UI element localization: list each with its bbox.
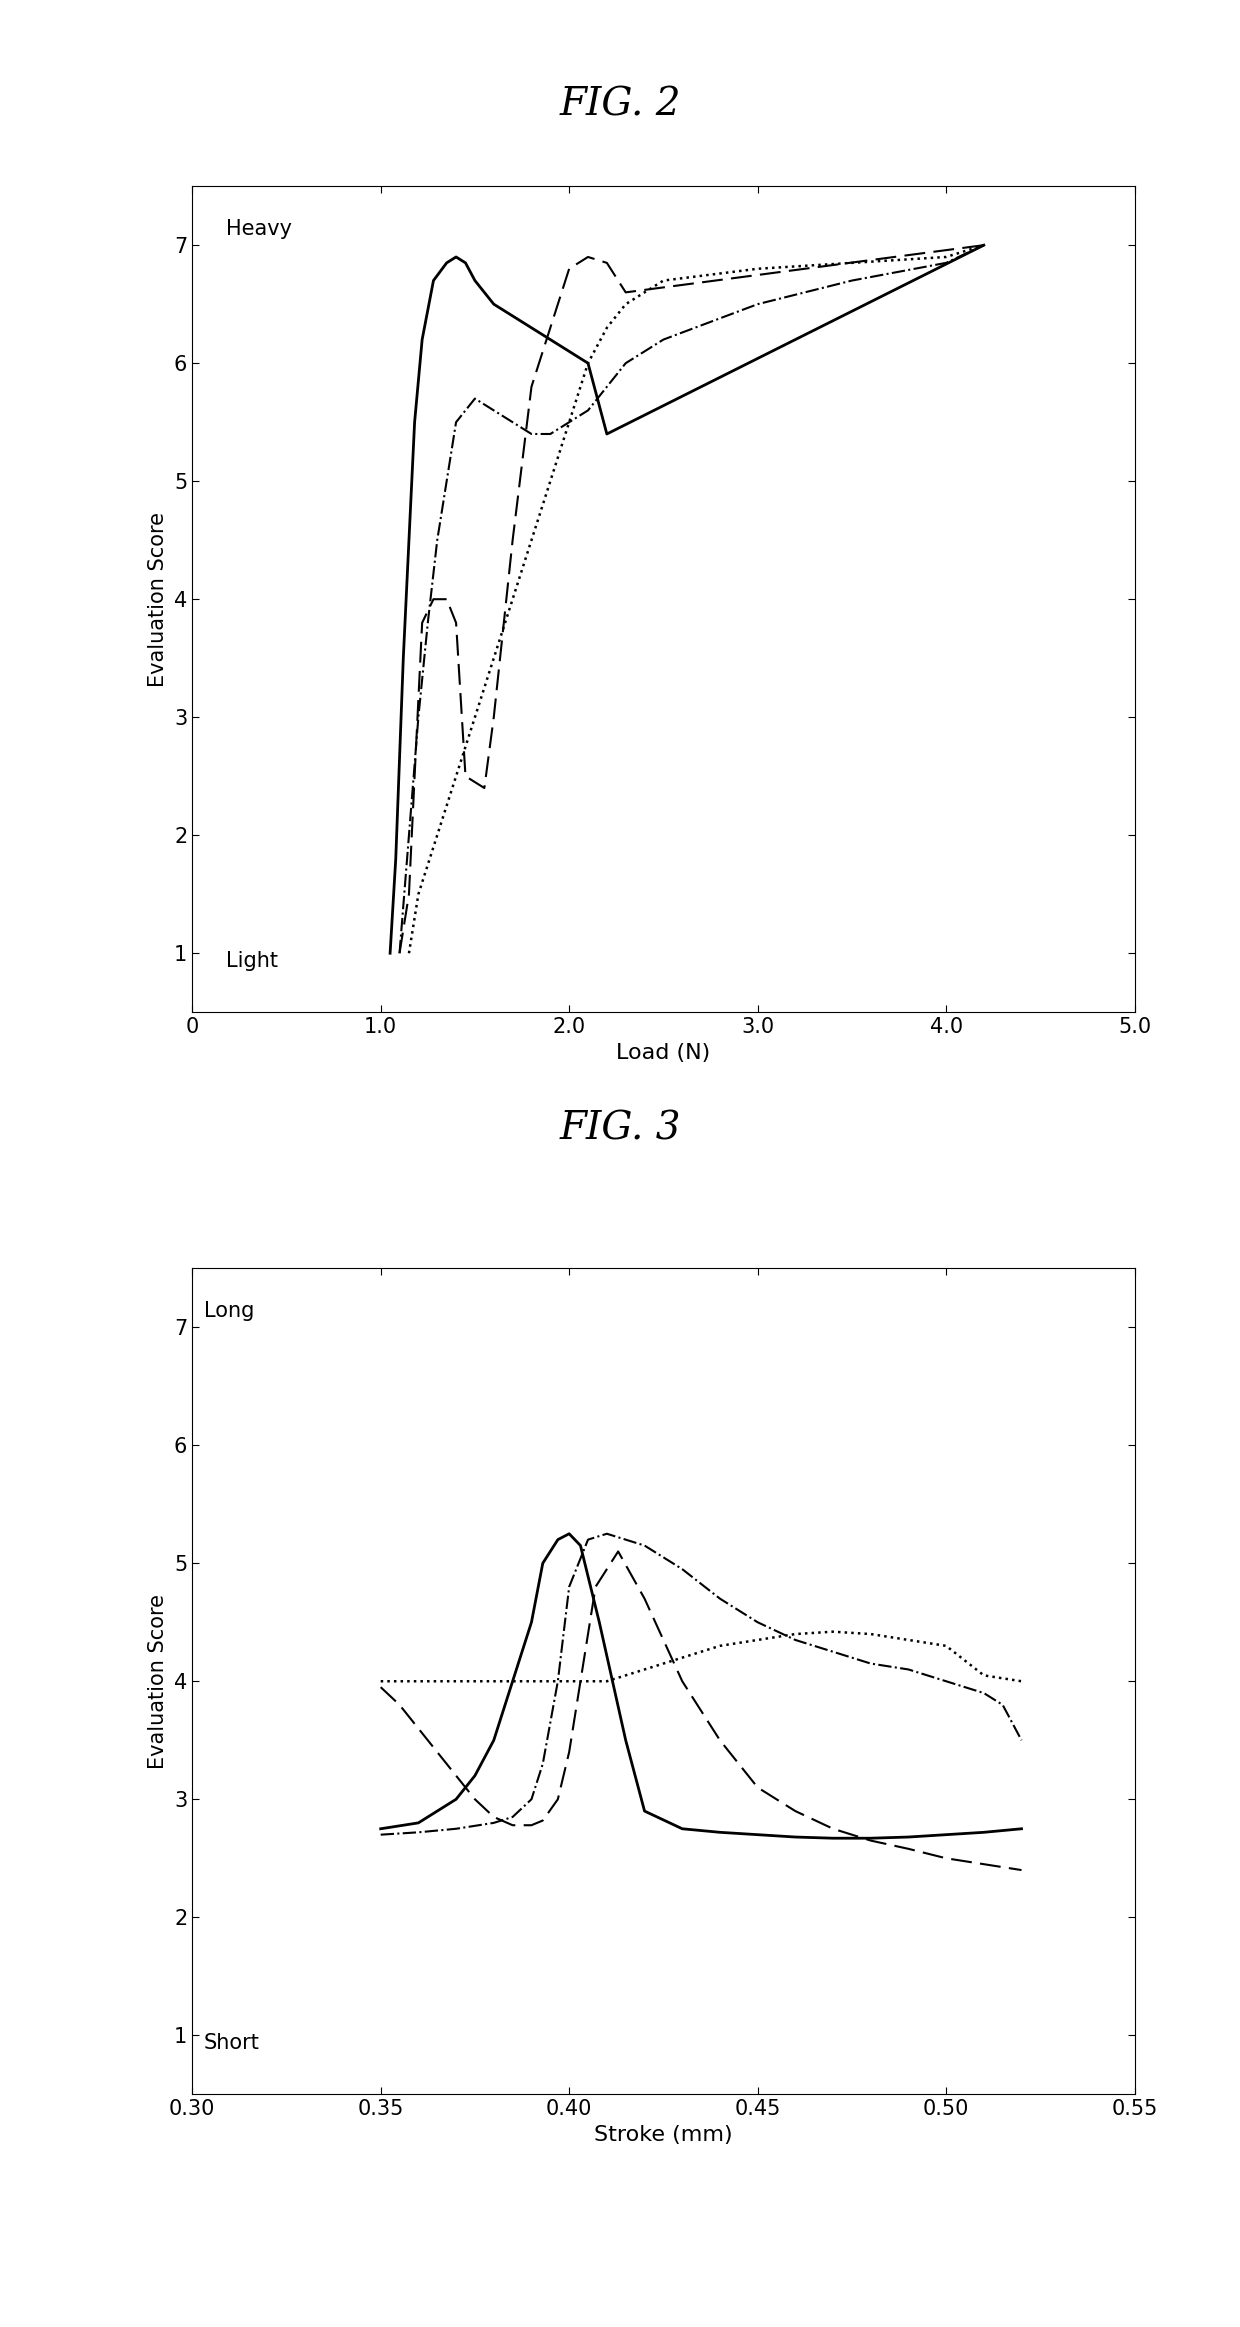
Text: FIG. 3: FIG. 3 xyxy=(559,1110,681,1147)
Text: Heavy: Heavy xyxy=(226,219,293,240)
Text: FIG. 2: FIG. 2 xyxy=(559,86,681,123)
Y-axis label: Evaluation Score: Evaluation Score xyxy=(149,512,169,686)
Text: Long: Long xyxy=(203,1301,254,1322)
X-axis label: Stroke (mm): Stroke (mm) xyxy=(594,2125,733,2145)
X-axis label: Load (N): Load (N) xyxy=(616,1042,711,1063)
Text: Short: Short xyxy=(203,2034,259,2052)
Text: Light: Light xyxy=(226,952,278,970)
Y-axis label: Evaluation Score: Evaluation Score xyxy=(149,1594,169,1769)
